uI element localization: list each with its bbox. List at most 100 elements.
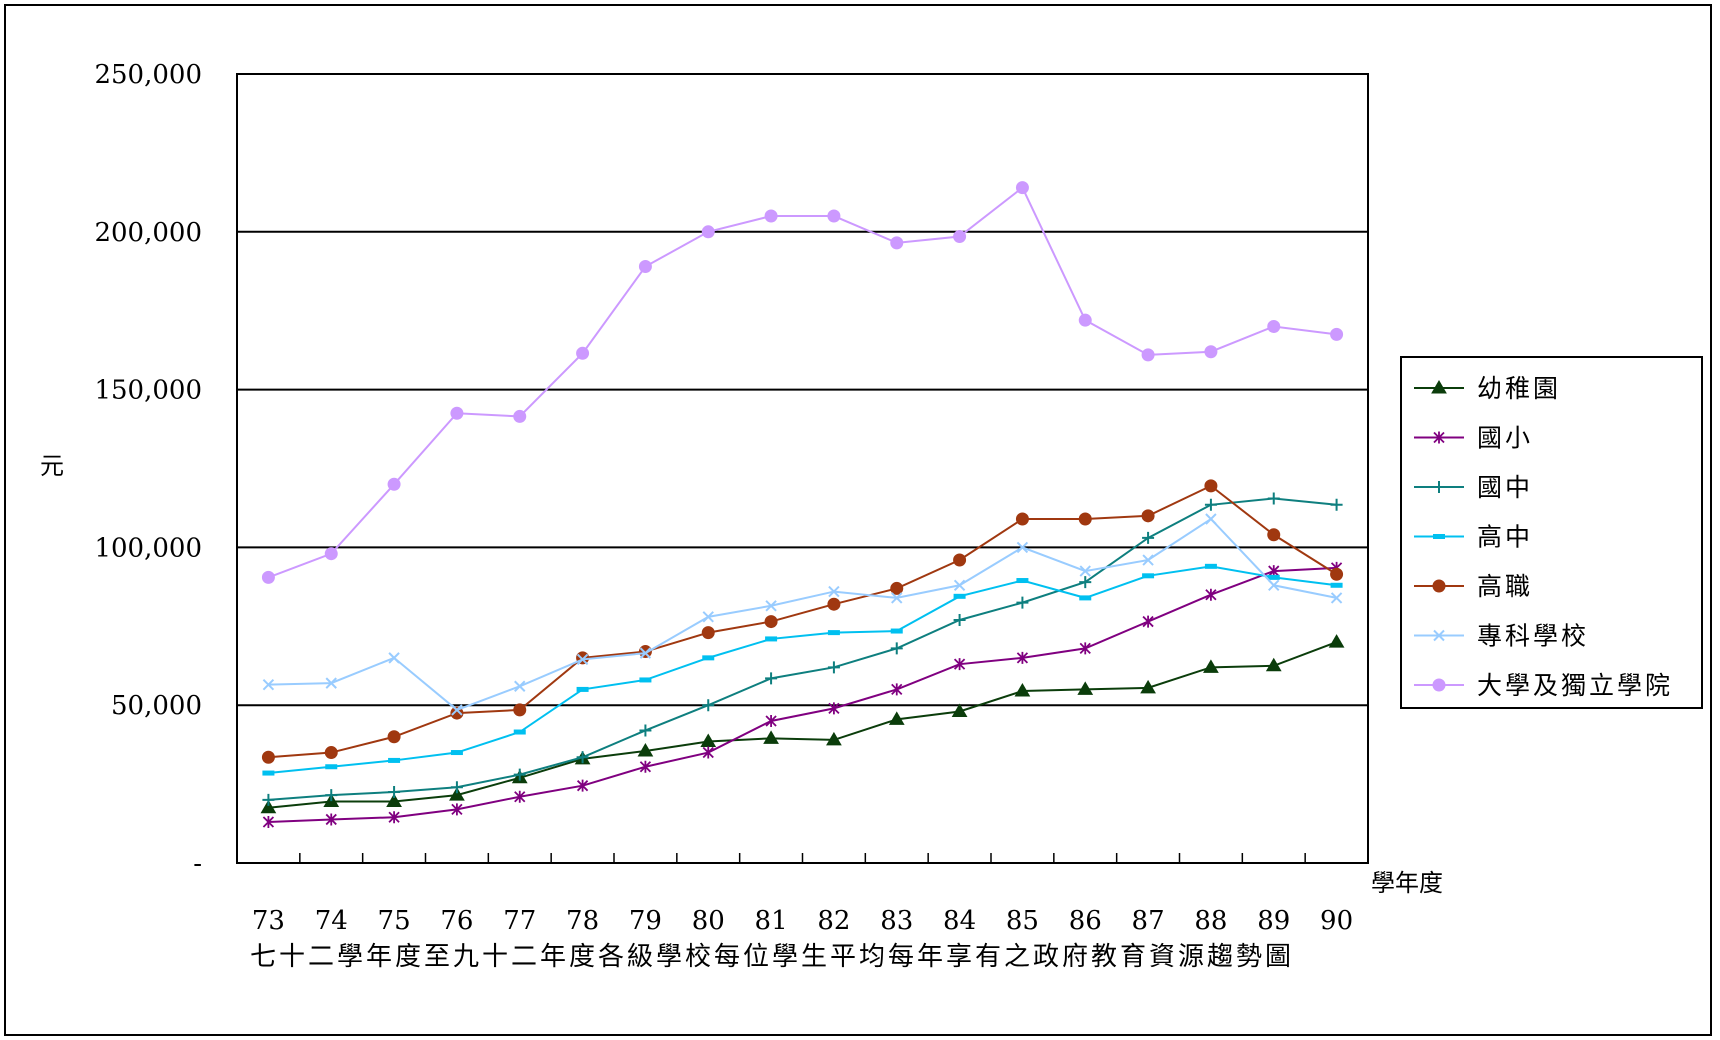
data-point — [1204, 498, 1217, 511]
data-point — [1330, 592, 1343, 604]
data-point — [388, 785, 401, 798]
data-point — [828, 585, 840, 598]
data-point — [1267, 574, 1280, 580]
x-tick-label: 83 — [880, 906, 913, 936]
data-point — [765, 636, 778, 642]
series-5 — [261, 479, 1344, 764]
y-axis-ticks: - 50,000 100,000 150,000 200,000 250,000 — [94, 60, 202, 879]
data-point — [1267, 319, 1281, 333]
data-point — [1016, 578, 1029, 584]
series-line — [268, 484, 1338, 759]
data-point — [764, 209, 778, 223]
data-point — [576, 751, 589, 764]
data-point — [1268, 579, 1280, 591]
y-tick-label: 100,000 — [94, 533, 202, 563]
series-line — [268, 565, 1337, 775]
x-tick-label: 77 — [503, 906, 536, 936]
x-tick-label: 90 — [1320, 906, 1353, 936]
data-point — [1079, 565, 1091, 577]
legend-item: 高中 — [1414, 523, 1533, 552]
data-point — [828, 702, 840, 715]
y-tick-label: 200,000 — [94, 218, 202, 248]
data-point — [763, 730, 779, 744]
data-point — [827, 661, 840, 674]
data-point — [1078, 512, 1092, 526]
x-tick-label: 76 — [440, 906, 473, 936]
data-point — [513, 703, 527, 717]
data-point — [826, 731, 842, 746]
data-point — [827, 597, 841, 611]
data-point — [1142, 615, 1154, 628]
data-point — [764, 615, 778, 629]
legend-marker — [1432, 579, 1446, 593]
data-point — [451, 803, 463, 816]
series-line — [268, 497, 1337, 801]
data-point — [1078, 313, 1092, 327]
data-point — [1016, 541, 1029, 554]
data-point — [1142, 531, 1155, 544]
plot-area — [236, 73, 1369, 864]
data-point — [639, 647, 652, 659]
data-point — [261, 570, 275, 584]
x-tick-label: 84 — [943, 906, 976, 936]
data-point — [387, 477, 401, 491]
data-point — [324, 547, 338, 561]
legend-item: 國小 — [1414, 424, 1530, 453]
y-axis-label: 元 — [40, 452, 64, 480]
data-point — [888, 711, 905, 725]
legend-marker — [1433, 481, 1445, 493]
data-point — [262, 770, 275, 776]
data-point — [325, 789, 338, 802]
x-axis-ticks: 73 74 75 76 77 78 79 80 81 82 83 84 85 86 87 88 89 90 — [236, 853, 1369, 936]
data-point — [1015, 512, 1029, 526]
data-point — [765, 672, 778, 685]
x-tick-label: 79 — [629, 906, 662, 936]
x-tick-label: 81 — [755, 906, 788, 936]
data-point — [953, 593, 966, 599]
data-point — [827, 209, 841, 223]
data-point — [891, 683, 903, 696]
legend-item: 高職 — [1414, 572, 1533, 601]
legend-marker — [1431, 380, 1447, 394]
data-point — [1014, 683, 1031, 697]
data-point — [325, 677, 337, 689]
data-point — [387, 730, 401, 744]
data-point — [638, 260, 652, 274]
data-point — [953, 613, 966, 626]
legend-label: 高中 — [1477, 523, 1533, 552]
data-point — [638, 645, 652, 659]
legend-item: 國中 — [1414, 473, 1530, 502]
x-tick-label: 75 — [378, 906, 411, 936]
data-point — [1330, 567, 1344, 581]
data-point — [1141, 509, 1155, 523]
data-point — [765, 714, 777, 727]
data-point — [576, 779, 589, 792]
data-point — [1330, 582, 1343, 588]
series-line — [268, 641, 1337, 809]
data-point — [890, 581, 904, 595]
data-point — [1141, 348, 1155, 362]
data-point — [702, 611, 714, 623]
data-point — [1016, 596, 1029, 609]
data-point — [701, 225, 715, 239]
legend-marker — [1433, 431, 1445, 444]
data-point — [513, 768, 526, 781]
data-point — [513, 729, 526, 735]
data-point — [1328, 634, 1345, 648]
data-point — [451, 704, 463, 716]
legend-marker — [1433, 629, 1445, 642]
data-point — [1015, 181, 1029, 195]
series-line — [268, 566, 1337, 823]
data-point — [1079, 595, 1092, 601]
legend-box — [1400, 356, 1703, 709]
data-point — [450, 750, 463, 756]
data-point — [639, 724, 652, 737]
data-point — [576, 686, 589, 692]
legend-label: 高職 — [1477, 572, 1533, 601]
data-point — [1140, 679, 1156, 694]
legend-item: 幼稚園 — [1414, 374, 1558, 403]
series-line — [268, 186, 1337, 579]
x-tick-label: 82 — [817, 906, 850, 936]
y-tick-label: - — [193, 849, 202, 879]
